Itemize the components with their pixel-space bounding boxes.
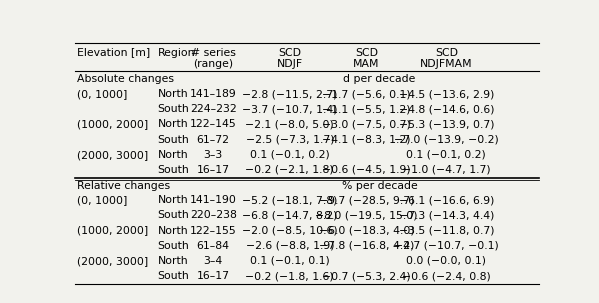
Text: NDJF: NDJF <box>277 59 303 69</box>
Text: −3.0 (−7.5, 0.7): −3.0 (−7.5, 0.7) <box>322 119 411 129</box>
Text: North: North <box>158 150 188 160</box>
Text: 220–238: 220–238 <box>190 210 237 220</box>
Text: −2.8 (−11.5, 2.7): −2.8 (−11.5, 2.7) <box>242 89 337 99</box>
Text: MAM: MAM <box>353 59 380 69</box>
Text: (0, 1000]: (0, 1000] <box>77 195 128 205</box>
Text: 224–232: 224–232 <box>190 104 237 114</box>
Text: −3.7 (−10.7, 1.4): −3.7 (−10.7, 1.4) <box>242 104 338 114</box>
Text: SCD: SCD <box>355 48 378 58</box>
Text: North: North <box>158 195 188 205</box>
Text: South: South <box>158 241 189 251</box>
Text: −4.7 (−10.7, −0.1): −4.7 (−10.7, −0.1) <box>394 241 498 251</box>
Text: Elevation [m]: Elevation [m] <box>77 48 150 58</box>
Text: −1.0 (−4.7, 1.7): −1.0 (−4.7, 1.7) <box>402 165 491 175</box>
Text: 141–190: 141–190 <box>190 195 237 205</box>
Text: 16–17: 16–17 <box>196 165 229 175</box>
Text: −4.5 (−13.6, 2.9): −4.5 (−13.6, 2.9) <box>398 89 494 99</box>
Text: −1.1 (−5.5, 1.2): −1.1 (−5.5, 1.2) <box>322 104 411 114</box>
Text: (1000, 2000]: (1000, 2000] <box>77 226 149 236</box>
Text: −2.6 (−8.8, 1.9): −2.6 (−8.8, 1.9) <box>246 241 334 251</box>
Text: −7.0 (−13.9, −0.2): −7.0 (−13.9, −0.2) <box>394 135 498 145</box>
Text: −3.5 (−11.8, 0.7): −3.5 (−11.8, 0.7) <box>398 226 494 236</box>
Text: 0.1 (−0.1, 0.2): 0.1 (−0.1, 0.2) <box>250 150 329 160</box>
Text: −2.5 (−7.3, 1.7): −2.5 (−7.3, 1.7) <box>246 135 334 145</box>
Text: SCD: SCD <box>279 48 301 58</box>
Text: Region: Region <box>158 48 195 58</box>
Text: −4.8 (−14.6, 0.6): −4.8 (−14.6, 0.6) <box>398 104 494 114</box>
Text: 3–3: 3–3 <box>204 150 223 160</box>
Text: −9.7 (−28.5, 9.7): −9.7 (−28.5, 9.7) <box>319 195 414 205</box>
Text: North: North <box>158 119 188 129</box>
Text: (0, 1000]: (0, 1000] <box>77 89 128 99</box>
Text: North: North <box>158 89 188 99</box>
Text: −0.6 (−4.5, 1.9): −0.6 (−4.5, 1.9) <box>322 165 411 175</box>
Text: South: South <box>158 104 189 114</box>
Text: 16–17: 16–17 <box>196 271 229 281</box>
Text: −2.1 (−8.0, 5.0): −2.1 (−8.0, 5.0) <box>246 119 334 129</box>
Text: NDJFMAM: NDJFMAM <box>420 59 473 69</box>
Text: 0.1 (−0.1, 0.1): 0.1 (−0.1, 0.1) <box>250 256 329 266</box>
Text: −4.1 (−8.3, 1.2): −4.1 (−8.3, 1.2) <box>322 135 411 145</box>
Text: 122–145: 122–145 <box>190 119 237 129</box>
Text: SCD: SCD <box>435 48 458 58</box>
Text: 61–84: 61–84 <box>196 241 229 251</box>
Text: Absolute changes: Absolute changes <box>77 74 174 84</box>
Text: % per decade: % per decade <box>342 181 418 191</box>
Text: −7.3 (−14.3, 4.4): −7.3 (−14.3, 4.4) <box>398 210 494 220</box>
Text: Relative changes: Relative changes <box>77 181 170 191</box>
Text: 122–155: 122–155 <box>190 226 237 236</box>
Text: 141–189: 141–189 <box>190 89 237 99</box>
Text: 3–4: 3–4 <box>204 256 223 266</box>
Text: −0.6 (−2.4, 0.8): −0.6 (−2.4, 0.8) <box>402 271 491 281</box>
Text: South: South <box>158 271 189 281</box>
Text: North: North <box>158 226 188 236</box>
Text: −0.2 (−1.8, 1.6): −0.2 (−1.8, 1.6) <box>246 271 334 281</box>
Text: South: South <box>158 135 189 145</box>
Text: # series: # series <box>190 48 235 58</box>
Text: d per decade: d per decade <box>343 74 416 84</box>
Text: −8.0 (−19.5, 15.0): −8.0 (−19.5, 15.0) <box>315 210 418 220</box>
Text: −7.8 (−16.8, 4.2): −7.8 (−16.8, 4.2) <box>319 241 414 251</box>
Text: (1000, 2000]: (1000, 2000] <box>77 119 149 129</box>
Text: 0.1 (−0.1, 0.2): 0.1 (−0.1, 0.2) <box>406 150 486 160</box>
Text: −6.8 (−14.7, 8.2): −6.8 (−14.7, 8.2) <box>242 210 337 220</box>
Text: (range): (range) <box>193 59 233 69</box>
Text: 0.0 (−0.0, 0.1): 0.0 (−0.0, 0.1) <box>406 256 486 266</box>
Text: −0.7 (−5.3, 2.4): −0.7 (−5.3, 2.4) <box>322 271 411 281</box>
Text: −6.1 (−16.6, 6.9): −6.1 (−16.6, 6.9) <box>398 195 494 205</box>
Text: South: South <box>158 165 189 175</box>
Text: −6.0 (−18.3, 4.0): −6.0 (−18.3, 4.0) <box>319 226 415 236</box>
Text: −5.3 (−13.9, 0.7): −5.3 (−13.9, 0.7) <box>398 119 494 129</box>
Text: South: South <box>158 210 189 220</box>
Text: (2000, 3000]: (2000, 3000] <box>77 256 149 266</box>
Text: −2.0 (−8.5, 10.6): −2.0 (−8.5, 10.6) <box>242 226 338 236</box>
Text: North: North <box>158 256 188 266</box>
Text: 61–72: 61–72 <box>196 135 229 145</box>
Text: −0.2 (−2.1, 1.8): −0.2 (−2.1, 1.8) <box>246 165 334 175</box>
Text: −1.7 (−5.6, 0.1): −1.7 (−5.6, 0.1) <box>322 89 411 99</box>
Text: −5.2 (−18.1, 7.8): −5.2 (−18.1, 7.8) <box>242 195 337 205</box>
Text: (2000, 3000]: (2000, 3000] <box>77 150 149 160</box>
